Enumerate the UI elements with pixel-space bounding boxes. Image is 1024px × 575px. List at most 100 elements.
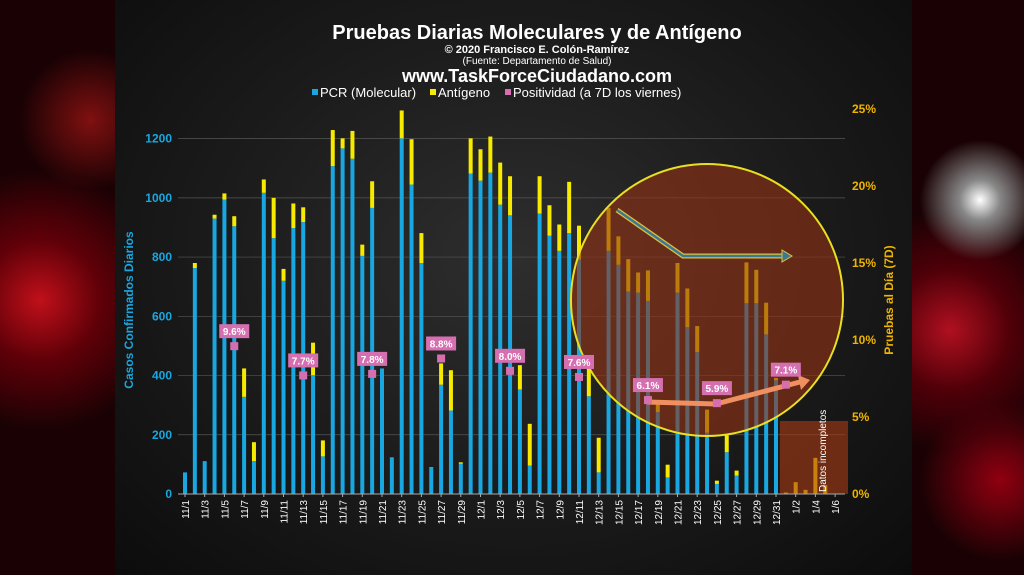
y-tick-label: 400 <box>152 369 172 383</box>
x-tick-label: 12/1 <box>477 500 488 520</box>
x-tick-label: 11/25 <box>417 500 428 525</box>
x-tick-label: 11/29 <box>457 500 468 525</box>
bar-pcr-12/12 <box>586 396 591 494</box>
bar-antigen-12/27 <box>734 470 739 476</box>
bar-antigen-11/7 <box>242 368 247 397</box>
y-tick-label: 200 <box>152 428 172 442</box>
positivity-marker-11/20 <box>368 369 377 378</box>
positivity-label: 6.1% <box>637 381 660 392</box>
x-tick-label: 11/11 <box>280 500 291 524</box>
positivity-marker-11/6 <box>230 342 239 351</box>
x-tick-label: 12/25 <box>713 500 724 525</box>
bar-antigen-11/6 <box>232 216 237 227</box>
x-tick-label: 12/17 <box>634 500 645 525</box>
legend: PCR (Molecular) Antígeno Positividad (a 7D… <box>312 85 681 100</box>
y-tick-label: 600 <box>152 309 172 323</box>
legend-swatch <box>430 89 436 95</box>
bar-pcr-11/30 <box>468 173 473 495</box>
bar-pcr-11/27 <box>439 384 444 494</box>
y-tick-label: 1000 <box>145 191 172 205</box>
chart-website: www.TaskForceCiudadano.com <box>401 66 672 86</box>
positivity-label-box <box>426 336 457 351</box>
x-tick-label: 11/9 <box>260 500 271 519</box>
bar-pcr-11/7 <box>242 396 247 494</box>
y2-axis-label: Pruebas al Día (7D) <box>882 245 896 354</box>
bar-antigen-12/25 <box>714 480 719 484</box>
y-tick-label: 800 <box>152 250 172 264</box>
bar-pcr-11/25 <box>419 263 424 494</box>
bar-pcr-12/2 <box>488 172 493 494</box>
bar-antigen-11/29 <box>458 462 463 464</box>
y2-tick-label: 25% <box>852 102 876 116</box>
positivity-label: 5.9% <box>706 384 729 395</box>
bar-pcr-12/13 <box>596 472 601 494</box>
bar-antigen-11/10 <box>271 197 276 239</box>
bar-antigen-12/10 <box>567 181 572 234</box>
bar-antigen-11/18 <box>350 130 355 159</box>
positivity-marker-12/18 <box>643 396 652 405</box>
bar-pcr-12/25 <box>714 483 719 494</box>
legend-label: Antígeno <box>438 85 490 100</box>
y2-tick-label: 5% <box>852 410 870 424</box>
bar-antigen-11/15 <box>320 440 325 457</box>
bar-antigen-12/11 <box>577 225 581 260</box>
x-tick-label: 11/21 <box>378 500 389 525</box>
bar-pcr-11/6 <box>232 226 237 494</box>
x-tick-label: 11/13 <box>299 500 310 525</box>
y2-tick-label: 20% <box>852 179 876 193</box>
positivity-marker-12/11 <box>575 372 583 381</box>
bar-antigen-12/8 <box>547 205 552 236</box>
x-tick-label: 11/5 <box>220 500 231 519</box>
bar-antigen-11/16 <box>330 130 335 167</box>
bar-pcr-12/9 <box>557 250 562 494</box>
bar-antigen-11/17 <box>340 138 345 149</box>
positivity-marker-12/25 <box>712 399 721 408</box>
x-tick-label: 11/23 <box>398 500 409 525</box>
x-tick-label: 12/15 <box>614 500 625 525</box>
positivity-label: 9.6% <box>223 327 246 338</box>
bar-pcr-11/22 <box>389 457 394 494</box>
y-tick-label: 1200 <box>145 132 172 146</box>
legend-swatch <box>505 89 511 95</box>
bar-pcr-11/20 <box>370 207 375 494</box>
x-tick-label: 12/9 <box>555 500 566 520</box>
positivity-marker-1/1 <box>781 380 790 389</box>
bar-antigen-11/13 <box>301 207 306 223</box>
positivity-label: 7.8% <box>361 355 384 366</box>
chart-subtitle: © 2020 Francisco E. Colón-Ramírez <box>445 44 630 56</box>
positivity-label: 7.7% <box>292 356 315 367</box>
positivity-label-box <box>288 353 319 368</box>
bar-pcr-12/6 <box>527 465 532 494</box>
bar-pcr-11/18 <box>350 158 355 494</box>
x-tick-label: 12/3 <box>496 500 507 520</box>
bar-antigen-11/11 <box>281 268 286 281</box>
positivity-label: 7.1% <box>774 366 797 377</box>
bar-antigen-12/5 <box>517 365 522 390</box>
arrow-head-icon <box>781 249 793 263</box>
bar-pcr-12/27 <box>734 475 739 494</box>
bar-pcr-11/17 <box>340 148 345 494</box>
x-tick-label: 11/27 <box>437 500 448 525</box>
bar-antigen-11/19 <box>360 244 365 256</box>
y2-tick-label: 10% <box>852 333 876 347</box>
positivity-label-box <box>495 348 526 363</box>
bar-antigen-11/27 <box>439 363 444 385</box>
positivity-label-box <box>219 324 250 339</box>
bar-antigen-11/9 <box>261 179 266 193</box>
legend-label: Positividad (a 7D los viernes) <box>513 85 681 100</box>
bar-antigen-11/30 <box>468 138 473 174</box>
positivity-marker-11/27 <box>437 354 446 363</box>
x-tick-label: 12/5 <box>516 500 527 520</box>
bar-antigen-12/4 <box>508 176 513 216</box>
bar-pcr-12/19 <box>655 411 660 494</box>
bar-antigen-11/25 <box>419 233 424 263</box>
y-tick-label: 0 <box>165 487 172 501</box>
x-tick-label: 12/27 <box>733 500 744 525</box>
positivity-label-box <box>632 378 663 393</box>
bar-pcr-12/24 <box>705 432 710 494</box>
bar-antigen-11/8 <box>251 442 256 462</box>
bar-pcr-11/4 <box>212 218 217 495</box>
bar-antigen-12/7 <box>537 176 542 214</box>
bar-pcr-11/8 <box>251 461 256 494</box>
